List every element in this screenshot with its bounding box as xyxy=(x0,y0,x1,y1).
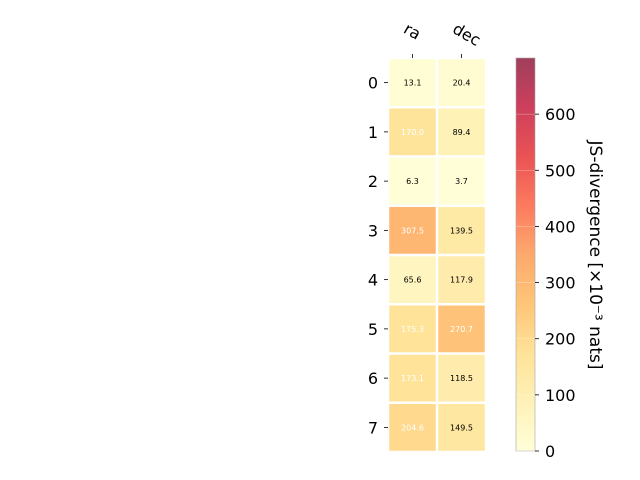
cell-value-label: 307.5 xyxy=(401,226,424,235)
cell-value-label: 170.0 xyxy=(401,128,424,137)
column-tick-label: dec xyxy=(450,19,484,50)
heatmap-cell xyxy=(438,59,485,106)
heatmap-cell xyxy=(438,108,485,156)
cell-value-label: 13.1 xyxy=(404,79,422,88)
row-tick-label: 1 xyxy=(368,123,378,142)
heatmap-cell xyxy=(389,207,436,254)
colorbar-tick-label: 100 xyxy=(545,386,576,405)
cell-value-label: 139.5 xyxy=(450,226,473,235)
cell-value-label: 173.1 xyxy=(401,374,424,383)
colorbar-tick-label: 600 xyxy=(545,105,576,124)
row-tick-label: 4 xyxy=(368,271,378,290)
row-tick-label: 3 xyxy=(368,221,378,240)
cell-value-label: 204.6 xyxy=(401,423,424,432)
heatmap-cell xyxy=(389,305,436,353)
colorbar-tick-label: 200 xyxy=(545,330,576,349)
heatmap-cell xyxy=(389,256,436,303)
heatmap-cell xyxy=(389,354,436,402)
cell-value-label: 118.5 xyxy=(450,374,473,383)
colorbar-tick-label: 300 xyxy=(545,274,576,293)
cell-value-label: 89.4 xyxy=(453,128,471,137)
colorbar-tick-label: 0 xyxy=(545,442,555,461)
heatmap-cell xyxy=(438,305,485,353)
cell-value-label: 20.4 xyxy=(453,79,471,88)
row-tick-label: 6 xyxy=(368,369,378,388)
colorbar-tick-label: 400 xyxy=(545,217,576,236)
heatmap-cell xyxy=(438,157,485,205)
heatmap-cell xyxy=(389,404,436,451)
heatmap-cell xyxy=(438,207,485,254)
heatmap-cell xyxy=(438,404,485,451)
row-tick-label: 2 xyxy=(368,172,378,191)
cell-value-label: 65.6 xyxy=(404,276,422,285)
heatmap-cell xyxy=(389,59,436,106)
heatmap-cell xyxy=(389,108,436,156)
heatmap-cell xyxy=(389,157,436,205)
cell-value-label: 270.7 xyxy=(450,325,473,334)
heatmap-cell xyxy=(438,354,485,402)
colorbar: JS-divergence [×10⁻³ nats] 0 100 200 300 400… xyxy=(515,57,605,461)
cell-value-label: 117.9 xyxy=(450,276,473,285)
colorbar-gradient xyxy=(515,57,536,452)
cell-value-label: 149.5 xyxy=(450,423,473,432)
cell-value-label: 3.7 xyxy=(455,177,468,186)
row-tick-label: 7 xyxy=(368,418,378,437)
colorbar-label: JS-divergence [×10⁻³ nats] xyxy=(585,140,605,370)
cell-value-label: 175.3 xyxy=(401,325,424,334)
heatmap-cell xyxy=(438,256,485,303)
colorbar-tick-label: 500 xyxy=(545,161,576,180)
cell-value-label: 6.3 xyxy=(406,177,419,186)
column-tick-label: ra xyxy=(401,19,425,44)
row-tick-label: 0 xyxy=(368,74,378,93)
row-tick-label: 5 xyxy=(368,320,378,339)
